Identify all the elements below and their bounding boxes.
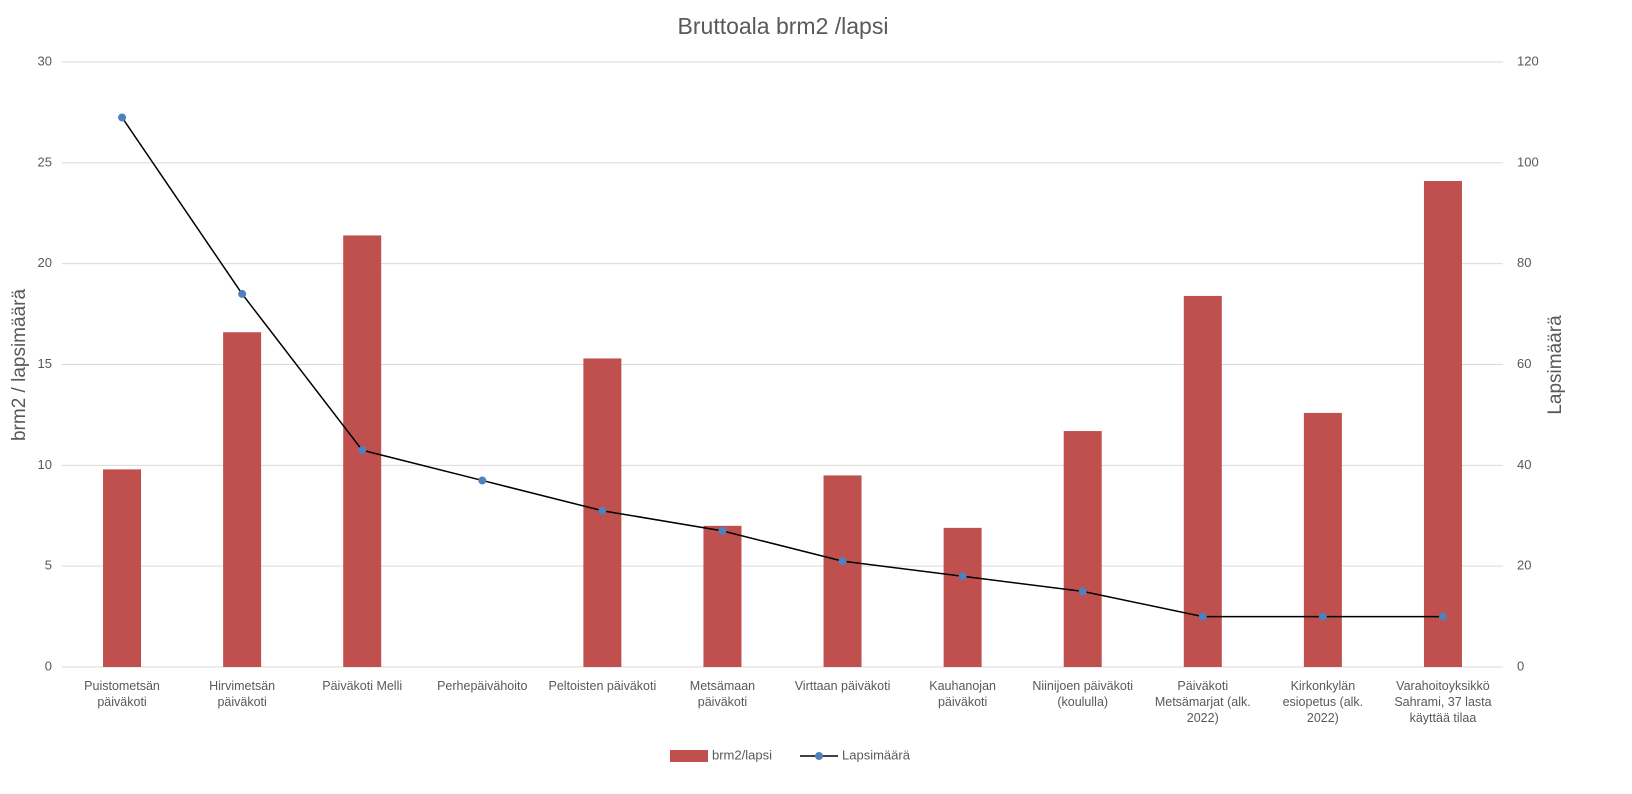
bar	[703, 525, 742, 667]
line-marker	[1438, 612, 1447, 621]
y2-tick-label: 60	[1517, 356, 1531, 371]
bar	[1303, 412, 1342, 667]
line-marker	[598, 506, 607, 515]
legend-swatch	[815, 752, 823, 760]
y2-tick-label: 100	[1517, 154, 1539, 169]
y-tick-label: 25	[38, 154, 52, 169]
x-tick-label: Kirkonkylän esiopetus (alk. 2022)	[1282, 679, 1364, 725]
y2-tick-label: 120	[1517, 53, 1539, 68]
y2-tick-label: 20	[1517, 558, 1531, 573]
y2-tick-label: 0	[1517, 658, 1524, 673]
x-tick-label: Niinijoen päiväkoti (koululla)	[1032, 679, 1134, 709]
line-marker	[478, 476, 487, 485]
chart-title: Bruttoala brm2 /lapsi	[678, 13, 889, 39]
line-marker	[838, 557, 847, 566]
legend-label: brm2/lapsi	[712, 747, 772, 762]
x-tick-label: Kauhanojan päiväkoti	[929, 679, 996, 709]
bar	[823, 475, 862, 667]
y-tick-label: 10	[38, 457, 52, 472]
line-marker	[118, 113, 127, 122]
x-tick-label: Hirvimetsän päiväkoti	[209, 679, 276, 709]
y2-tick-label: 40	[1517, 457, 1531, 472]
line-marker	[1078, 587, 1087, 596]
x-tick-label: Puistometsän päiväkoti	[84, 679, 160, 709]
x-tick-label: Päiväkoti Melli	[322, 679, 403, 693]
y-tick-label: 15	[38, 356, 52, 371]
bar	[1183, 295, 1222, 667]
legend-swatch	[670, 750, 708, 762]
line-marker	[1198, 612, 1207, 621]
line-marker	[358, 446, 367, 455]
x-tick-label: Metsämaan päiväkoti	[689, 679, 756, 709]
x-tick-label: Peltoisten päiväkoti	[548, 679, 657, 693]
y-axis-title: brm2 / lapsimäärä	[9, 289, 30, 441]
x-tick-label: Varahoitoyksikkö Sahrami, 37 lasta käytt…	[1394, 679, 1492, 725]
line-marker	[718, 526, 727, 535]
y-tick-label: 20	[38, 255, 52, 270]
legend-label: Lapsimäärä	[842, 747, 911, 762]
y2-tick-label: 80	[1517, 255, 1531, 270]
line-marker	[958, 572, 967, 581]
x-tick-label: Virttaan päiväkoti	[794, 679, 891, 693]
y-tick-label: 0	[45, 658, 52, 673]
x-tick-label: Perhepäivähoito	[437, 679, 528, 693]
line-marker	[238, 289, 247, 298]
bar	[1423, 180, 1462, 667]
bar	[1063, 431, 1102, 667]
bar	[943, 527, 982, 667]
y-tick-label: 30	[38, 53, 52, 68]
bar	[223, 332, 262, 667]
line	[121, 117, 1443, 618]
y2-axis-title: Lapsimäärä	[1545, 315, 1566, 415]
x-tick-label: Päiväkoti Metsämarjat (alk. 2022)	[1154, 679, 1251, 725]
y-tick-label: 5	[45, 558, 52, 573]
bar	[103, 469, 142, 667]
line-marker	[1318, 612, 1327, 621]
